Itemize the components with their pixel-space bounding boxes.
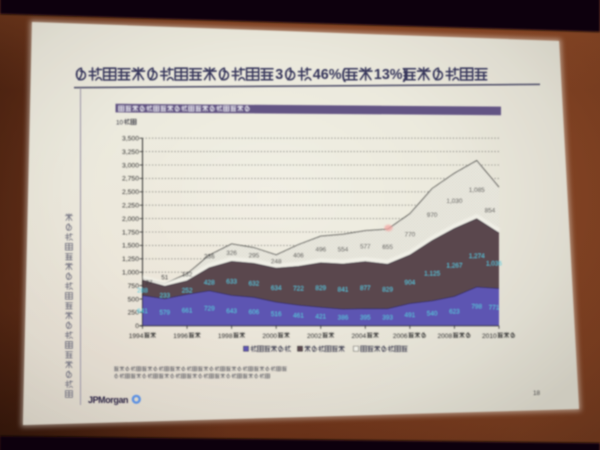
svg-text:770: 770	[405, 232, 416, 239]
svg-text:51: 51	[161, 275, 169, 282]
svg-text:722: 722	[293, 286, 304, 293]
svg-text:877: 877	[360, 285, 371, 292]
svg-text:1,750: 1,750	[122, 229, 139, 236]
svg-text:326: 326	[226, 250, 237, 257]
svg-text:1,085: 1,085	[469, 187, 485, 194]
svg-text:2,750: 2,750	[122, 176, 139, 183]
svg-text:1,030: 1,030	[446, 198, 462, 205]
svg-text:970: 970	[427, 212, 438, 219]
svg-text:2010: 2010	[482, 333, 497, 340]
svg-text:606: 606	[249, 309, 260, 316]
svg-text:516: 516	[271, 311, 282, 318]
svg-text:577: 577	[360, 243, 371, 250]
svg-text:1,125: 1,125	[424, 271, 440, 278]
svg-text:395: 395	[360, 314, 371, 321]
svg-text:236: 236	[204, 254, 215, 261]
svg-text:252: 252	[182, 288, 193, 295]
svg-text:554: 554	[338, 246, 349, 253]
svg-text:771: 771	[489, 304, 500, 311]
svg-text:1996: 1996	[173, 333, 188, 340]
svg-text:841: 841	[338, 287, 349, 294]
svg-text:248: 248	[271, 259, 282, 266]
svg-text:540: 540	[427, 311, 438, 318]
svg-text:579: 579	[159, 309, 170, 316]
svg-text:393: 393	[382, 314, 393, 321]
svg-text:27: 27	[145, 279, 153, 286]
svg-text:643: 643	[226, 308, 237, 315]
svg-text:729: 729	[204, 305, 215, 312]
svg-text:633: 633	[226, 278, 237, 285]
svg-text:3,000: 3,000	[122, 162, 139, 169]
svg-text:0: 0	[135, 323, 139, 330]
svg-text:500: 500	[128, 296, 140, 303]
svg-text:1,267: 1,267	[446, 262, 462, 269]
svg-text:1,000: 1,000	[122, 270, 139, 277]
svg-text:295: 295	[249, 253, 260, 260]
svg-text:250: 250	[128, 310, 140, 317]
svg-text:46%(: 46%(	[313, 67, 347, 83]
svg-text:421: 421	[315, 314, 326, 321]
svg-text:2,250: 2,250	[122, 203, 139, 210]
svg-text:829: 829	[382, 287, 393, 294]
svg-text:2006: 2006	[393, 333, 408, 340]
svg-text:661: 661	[182, 307, 193, 314]
svg-text:10: 10	[116, 120, 124, 127]
svg-text:1,036: 1,036	[486, 261, 502, 268]
svg-text:641: 641	[137, 308, 148, 315]
svg-text:13%): 13%)	[374, 67, 408, 83]
svg-text:491: 491	[405, 312, 416, 319]
svg-text:386: 386	[338, 315, 349, 322]
svg-text:1,250: 1,250	[122, 256, 139, 263]
svg-text:2,000: 2,000	[122, 216, 139, 223]
svg-text:132: 132	[182, 271, 193, 278]
svg-text:854: 854	[485, 207, 496, 214]
svg-text:829: 829	[315, 285, 326, 292]
svg-text:3,500: 3,500	[122, 136, 139, 143]
svg-text:634: 634	[271, 285, 282, 292]
svg-text:1,500: 1,500	[122, 243, 139, 250]
svg-text:798: 798	[471, 304, 482, 311]
svg-text:750: 750	[128, 283, 140, 290]
svg-text:496: 496	[315, 247, 326, 254]
svg-text:233: 233	[159, 293, 170, 300]
svg-text:2008: 2008	[437, 333, 452, 340]
svg-text:632: 632	[249, 280, 260, 287]
svg-text:623: 623	[449, 308, 460, 315]
svg-text:3: 3	[275, 67, 283, 83]
svg-text:428: 428	[204, 279, 215, 286]
svg-text:2004: 2004	[352, 333, 367, 340]
svg-text:JPMorgan: JPMorgan	[88, 395, 128, 405]
svg-text:1,274: 1,274	[469, 253, 485, 260]
svg-text:288: 288	[137, 288, 148, 295]
svg-text:655: 655	[382, 244, 393, 251]
svg-text:904: 904	[405, 279, 416, 286]
svg-text:2002: 2002	[307, 333, 322, 340]
svg-text:3,250: 3,250	[122, 149, 139, 156]
svg-text:2000: 2000	[262, 333, 277, 340]
svg-text:461: 461	[293, 313, 304, 320]
svg-text:1994: 1994	[129, 333, 144, 340]
svg-text:2,500: 2,500	[122, 189, 139, 196]
svg-text:406: 406	[293, 253, 304, 260]
svg-text:18: 18	[533, 390, 541, 397]
svg-text:1998: 1998	[218, 333, 233, 340]
